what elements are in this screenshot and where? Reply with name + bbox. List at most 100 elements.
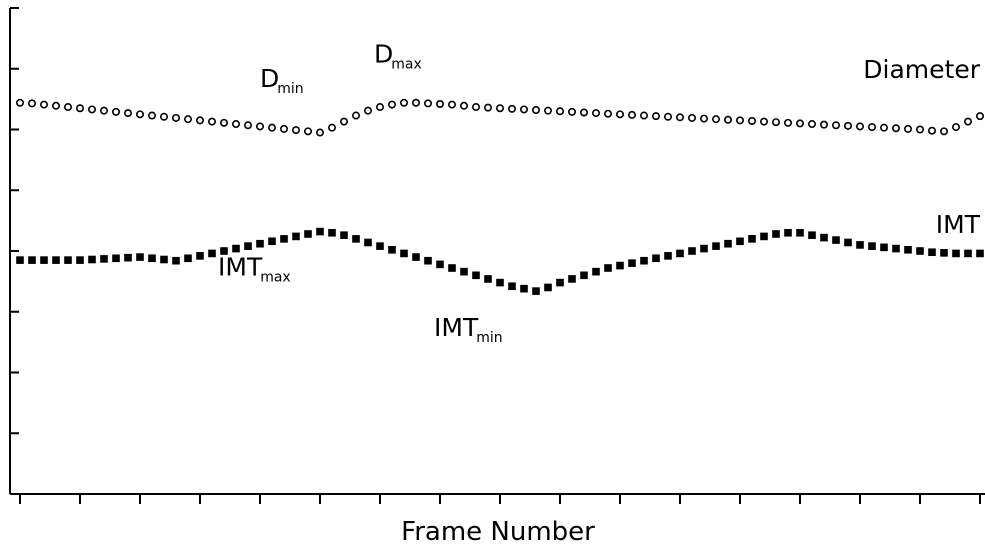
diameter-point (543, 106, 552, 115)
diameter-point (495, 104, 504, 113)
imt-point (40, 256, 48, 264)
imt-point (604, 264, 612, 272)
imt-point (640, 256, 648, 265)
diameter-point (795, 119, 804, 128)
imt-point (304, 230, 312, 238)
diameter-point (327, 123, 336, 132)
diameter-point (112, 107, 121, 116)
imt-point (700, 244, 708, 253)
diameter-point (76, 104, 85, 113)
diameter-point (39, 100, 48, 109)
imt-point (940, 249, 948, 257)
diameter-point (279, 124, 288, 133)
imt-point (616, 261, 624, 270)
imt-point (916, 247, 924, 255)
diameter-point (519, 105, 528, 114)
annotation-imtmax: IMTmax (218, 252, 291, 285)
diameter-point (51, 101, 60, 110)
diameter-point (867, 123, 876, 132)
diameter-point (471, 103, 480, 112)
imt-point (880, 243, 888, 252)
diameter-point (807, 120, 816, 129)
imt-point (952, 249, 960, 258)
diameter-point (507, 104, 516, 113)
diameter-point (196, 116, 205, 125)
imt-point (388, 245, 396, 254)
diameter-point (124, 109, 133, 118)
imt-point (88, 255, 96, 264)
diameter-point (172, 113, 181, 122)
imt-point (136, 253, 144, 261)
imt-point (256, 239, 264, 248)
imt-point (568, 275, 576, 283)
diameter-point (184, 115, 193, 124)
imt-point (520, 284, 528, 293)
diameter-point (651, 112, 660, 121)
imt-point (436, 260, 444, 269)
diameter-point (555, 107, 564, 116)
diameter-point (387, 100, 396, 109)
imt-point (340, 231, 348, 240)
imt-point (352, 235, 360, 243)
diameter-point (339, 117, 348, 126)
annotation-dmin: Dmin (260, 64, 304, 97)
imt-point (148, 254, 156, 263)
diameter-point (351, 111, 360, 120)
annotation-imtmin: IMTmin (434, 313, 503, 346)
diameter-point (315, 128, 324, 137)
diameter-point (375, 103, 384, 112)
diameter-point (627, 110, 636, 119)
imt-point (784, 228, 792, 237)
diameter-point (747, 116, 756, 125)
imt-point (580, 271, 588, 280)
diameter-point (759, 117, 768, 126)
diameter-point (291, 126, 300, 135)
imt-point (844, 238, 852, 247)
imt-point (376, 242, 384, 250)
diameter-point (88, 105, 97, 114)
imt-point (904, 245, 912, 254)
imt-point (184, 254, 192, 263)
diameter-point (603, 109, 612, 118)
imt-point (592, 267, 600, 276)
imt-point (712, 242, 720, 250)
diameter-point (148, 111, 157, 120)
imt-point (760, 232, 768, 241)
imt-point (892, 244, 900, 253)
imt-point (220, 247, 228, 255)
diameter-point (783, 118, 792, 127)
imt-point (808, 231, 816, 240)
diameter-point (831, 121, 840, 130)
diameter-point (975, 112, 984, 121)
diameter-point (100, 106, 109, 115)
diameter-point (15, 98, 24, 107)
imt-point (976, 249, 984, 258)
imt-point (112, 254, 120, 263)
chart-labels: Diameter IMT Dmin Dmax IMTmax IMTmin (218, 40, 981, 346)
diameter-point (819, 120, 828, 129)
diameter-point (459, 101, 468, 110)
imt-point (628, 259, 636, 267)
imt-point (532, 287, 540, 295)
diameter-point (567, 107, 576, 116)
imt-point (676, 249, 684, 258)
diameter-point (855, 122, 864, 131)
imt-point (364, 238, 372, 247)
annotation-dmax: Dmax (374, 40, 422, 73)
diameter-point (891, 124, 900, 133)
diameter-point (639, 111, 648, 120)
imt-point (292, 232, 300, 241)
diameter-point (447, 100, 456, 109)
imt-point (556, 278, 564, 287)
imt-point (508, 282, 516, 291)
diameter-point (411, 98, 420, 107)
imt-point (736, 237, 744, 246)
diameter-point (255, 122, 264, 131)
diameter-point (699, 114, 708, 123)
diameter-point (208, 117, 217, 126)
diameter-point (687, 113, 696, 122)
imt-point (64, 256, 72, 264)
diameter-point (915, 125, 924, 134)
diameter-point (435, 99, 444, 108)
